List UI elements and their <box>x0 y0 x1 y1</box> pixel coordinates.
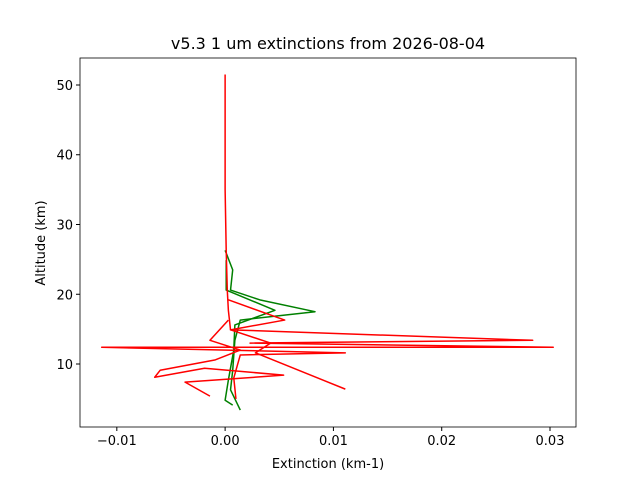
plot-frame <box>79 57 577 428</box>
line <box>224 260 276 406</box>
y-tick-label: 50 <box>56 79 73 94</box>
line <box>153 319 285 397</box>
x-tick-label: 0.00 <box>211 434 240 449</box>
x-tick-label: 0.02 <box>427 434 456 449</box>
line <box>228 299 346 390</box>
x-tick-label: 0.01 <box>319 434 348 449</box>
line <box>100 74 555 399</box>
y-axis-label: Altitude (km) <box>34 200 49 285</box>
x-axis-label: Extinction (km-1) <box>272 457 384 472</box>
y-tick-label: 20 <box>56 288 73 303</box>
line <box>224 250 316 411</box>
chart-title: v5.3 1 um extinctions from 2026-08-04 <box>171 34 485 53</box>
x-tick-label: 0.03 <box>536 434 565 449</box>
y-tick-label: 30 <box>56 219 73 234</box>
y-tick-label: 40 <box>56 149 73 164</box>
x-tick-label: −0.01 <box>97 434 137 449</box>
y-tick-label: 10 <box>56 358 73 373</box>
